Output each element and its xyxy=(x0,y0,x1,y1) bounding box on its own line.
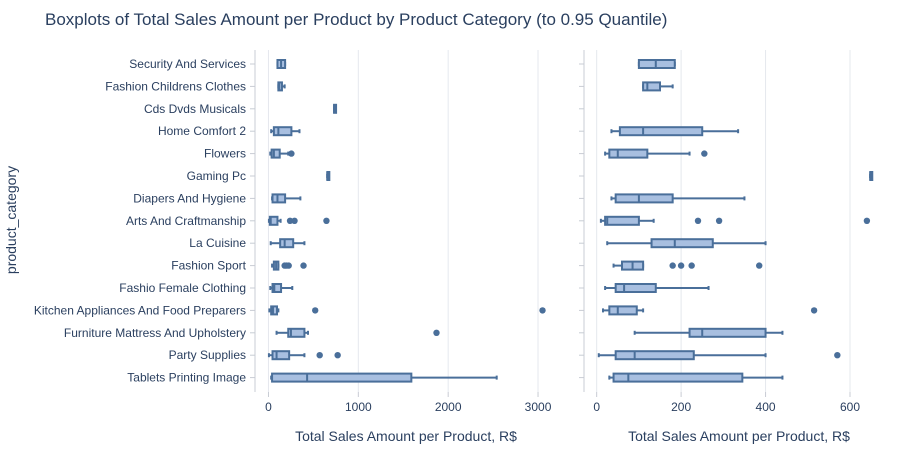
box xyxy=(614,350,695,361)
box xyxy=(271,350,291,361)
outlier-point xyxy=(694,217,702,224)
category-label: Arts And Craftmanship xyxy=(126,214,246,228)
outlier-point xyxy=(433,329,440,336)
box xyxy=(608,148,649,159)
outlier-point xyxy=(863,217,871,224)
outlier-point xyxy=(291,217,298,224)
category-label: La Cuisine xyxy=(189,236,246,250)
box xyxy=(272,126,293,137)
outlier-point xyxy=(316,352,323,359)
outlier-point xyxy=(715,217,723,224)
box xyxy=(637,59,676,69)
category-label: Home Comfort 2 xyxy=(158,124,246,138)
box xyxy=(650,238,714,249)
outlier-point xyxy=(312,307,319,314)
box xyxy=(287,327,306,338)
box xyxy=(642,81,661,92)
category-label: Gaming Pc xyxy=(187,169,246,183)
box xyxy=(614,193,674,204)
category-label: Cds Dvds Musicals xyxy=(144,102,246,116)
box xyxy=(279,238,295,249)
x-tick-label: 1000 xyxy=(345,400,372,414)
outlier-point xyxy=(300,262,307,269)
box xyxy=(604,215,640,226)
category-label: Diapers And Hygiene xyxy=(133,191,246,205)
box xyxy=(271,283,283,293)
x-tick-label: 2000 xyxy=(435,400,462,414)
outlier-point xyxy=(286,217,294,224)
category-label: Fashio Female Clothing xyxy=(119,281,246,295)
category-label: Tablets Printing Image xyxy=(127,371,246,385)
box xyxy=(608,305,638,316)
box xyxy=(271,193,287,204)
category-label: Furniture Mattress And Upholstery xyxy=(64,326,246,340)
outlier-point xyxy=(701,150,708,157)
x-tick-label: 600 xyxy=(840,400,860,414)
outlier-point xyxy=(285,262,292,269)
x-axis-title-right: Total Sales Amount per Product, R$ xyxy=(628,428,850,444)
box xyxy=(270,305,279,316)
outlier-point xyxy=(539,307,546,314)
x-tick-label: 0 xyxy=(593,400,600,414)
box xyxy=(270,148,281,159)
category-label: Fashion Sport xyxy=(171,259,246,273)
box xyxy=(688,327,767,338)
x-tick-label: 0 xyxy=(265,400,272,414)
category-label: Fashion Childrens Clothes xyxy=(105,79,246,93)
category-label: Party Supplies xyxy=(169,348,246,362)
outlier-point xyxy=(756,262,763,269)
outlier-point xyxy=(288,150,295,157)
box xyxy=(618,126,704,137)
x-tick-label: 3000 xyxy=(525,400,552,414)
category-label: Flowers xyxy=(204,147,246,161)
outlier-point xyxy=(688,262,695,269)
outlier-point xyxy=(810,307,818,314)
box xyxy=(271,372,413,383)
outlier-point xyxy=(323,217,330,224)
x-tick-label: 400 xyxy=(756,400,776,414)
outlier-point xyxy=(334,352,341,359)
x-tick-label: 200 xyxy=(671,400,691,414)
outlier-point xyxy=(677,262,685,269)
category-label: Security And Services xyxy=(129,57,246,71)
box xyxy=(614,283,657,293)
chart-title: Boxplots of Total Sales Amount per Produ… xyxy=(45,10,667,29)
category-label: Kitchen Appliances And Food Preparers xyxy=(34,303,246,317)
outlier-point xyxy=(669,262,676,269)
x-axis-title-left: Total Sales Amount per Product, R$ xyxy=(295,428,517,444)
box xyxy=(612,372,744,383)
y-axis-title: product_category xyxy=(3,166,19,274)
outlier-point xyxy=(834,352,841,359)
